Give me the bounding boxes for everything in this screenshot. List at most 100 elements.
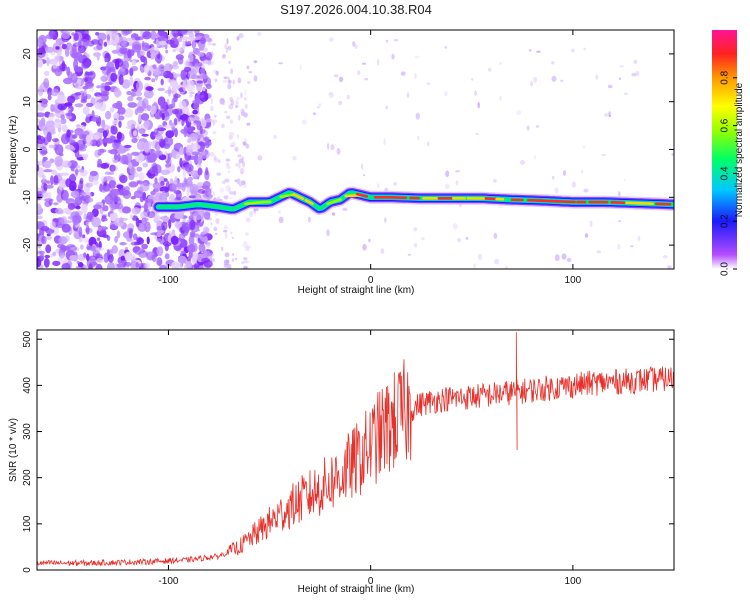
noise-blob: [165, 49, 169, 54]
noise-blob: [109, 149, 119, 155]
noise-blob: [242, 257, 248, 261]
noise-blob: [142, 162, 149, 168]
noise-blob: [105, 81, 113, 86]
noise-blob: [37, 203, 42, 211]
noise-blob: [228, 79, 232, 84]
noise-blob: [338, 100, 343, 106]
noise-blob: [109, 188, 120, 197]
spectrogram-ridge: [151, 186, 674, 216]
noise-blob: [444, 46, 448, 49]
noise-blob: [46, 131, 52, 143]
noise-blob: [584, 233, 589, 238]
noise-blob: [189, 219, 196, 231]
noise-blob: [48, 114, 54, 122]
noise-blob: [102, 130, 108, 138]
noise-blob: [71, 72, 78, 84]
noise-blob: [219, 100, 225, 104]
noise-blob: [168, 64, 174, 70]
noise-blob: [53, 175, 59, 184]
noise-blob: [145, 262, 151, 269]
noise-blob: [114, 58, 124, 68]
noise-blob: [47, 92, 52, 97]
noise-blob: [363, 174, 366, 177]
noise-blob: [205, 167, 209, 176]
noise-blob: [114, 34, 120, 43]
noise-blob: [229, 144, 234, 148]
noise-blob: [171, 261, 180, 269]
noise-blob: [188, 63, 193, 67]
noise-blob: [206, 250, 211, 258]
noise-blob: [210, 105, 214, 112]
ridge-peak: [279, 193, 296, 199]
noise-blob: [61, 264, 67, 269]
noise-blob: [278, 210, 281, 214]
noise-blob: [222, 148, 225, 154]
noise-blob: [138, 111, 142, 123]
noise-blob: [240, 171, 244, 175]
noise-blob: [95, 247, 105, 251]
noise-blob: [121, 79, 131, 89]
y-tick-label: -10: [22, 190, 33, 205]
noise-blob: [83, 106, 90, 116]
noise-blob: [338, 76, 344, 83]
noise-blob: [74, 103, 84, 108]
noise-blob: [82, 234, 86, 239]
noise-blob: [132, 233, 138, 241]
noise-blob: [637, 236, 641, 241]
noise-blob: [37, 85, 44, 97]
noise-blob: [203, 210, 211, 220]
noise-blob: [352, 41, 356, 47]
noise-blob: [189, 94, 193, 98]
noise-blob: [135, 217, 140, 228]
noise-blob: [189, 91, 195, 95]
noise-blob: [134, 90, 143, 97]
noise-blob: [199, 37, 207, 45]
noise-blob: [113, 217, 124, 227]
noise-blob: [197, 189, 206, 194]
noise-blob: [601, 153, 606, 157]
noise-blob: [45, 236, 53, 240]
noise-blob: [171, 97, 176, 109]
colorbar-tick-label: 0.4: [720, 166, 731, 180]
noise-blob: [336, 148, 341, 155]
colorbar-label: Normalized spectral amplitude: [734, 82, 745, 217]
noise-blob: [391, 53, 395, 60]
noise-blob: [582, 146, 586, 149]
noise-blob: [194, 154, 199, 166]
noise-blob: [226, 38, 229, 45]
colorbar-tick-label: 0.6: [720, 118, 731, 132]
noise-blob: [55, 46, 60, 50]
noise-blob: [214, 78, 218, 83]
noise-blob: [73, 32, 79, 41]
noise-blob: [170, 235, 179, 245]
noise-blob: [224, 252, 230, 258]
noise-blob: [37, 59, 44, 68]
x-tick-label: -100: [158, 275, 178, 286]
noise-blob: [130, 151, 140, 156]
noise-blob: [114, 262, 118, 269]
noise-blob: [174, 221, 183, 229]
noise-blob: [225, 158, 231, 162]
noise-blob: [62, 207, 70, 214]
noise-blob: [581, 170, 584, 173]
noise-blob: [61, 30, 71, 40]
noise-blob: [164, 253, 170, 260]
noise-blob: [188, 250, 193, 259]
noise-blob: [37, 215, 43, 220]
noise-blob: [242, 141, 247, 146]
noise-blob: [244, 89, 247, 96]
noise-blob: [51, 169, 57, 175]
noise-blob: [53, 202, 59, 206]
noise-blob: [244, 138, 247, 143]
noise-blob: [69, 140, 77, 146]
noise-blob: [119, 174, 128, 184]
noise-blob: [474, 90, 478, 97]
noise-blob: [152, 64, 157, 69]
noise-blob: [40, 102, 48, 108]
noise-blob: [81, 202, 88, 214]
noise-blob: [244, 103, 248, 110]
noise-blob: [493, 232, 498, 239]
spectrogram-xlabel: Height of straight line (km): [298, 285, 415, 296]
noise-blob: [91, 39, 100, 45]
noise-blob: [222, 180, 226, 185]
